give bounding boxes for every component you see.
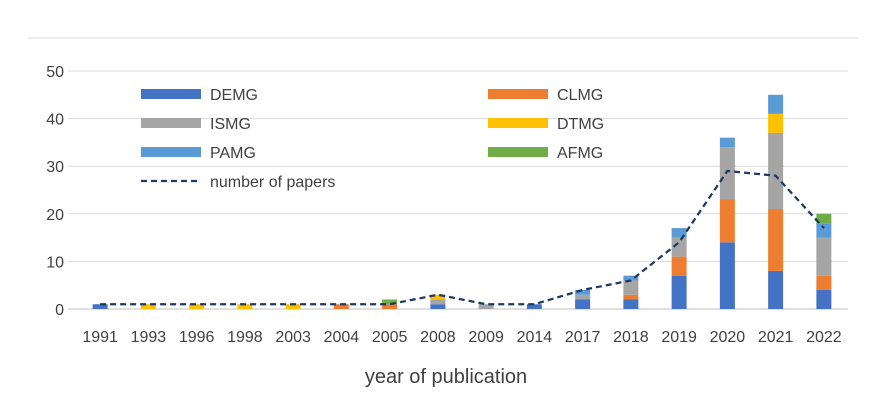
- x-tick-label: 2019: [661, 329, 697, 346]
- y-tick-label: 50: [46, 64, 64, 81]
- legend-label-clmg: CLMG: [557, 87, 603, 104]
- legend-label-afmg: AFMG: [557, 145, 603, 162]
- y-tick-label: 30: [46, 159, 64, 176]
- legend-swatch-clmg: [488, 89, 548, 99]
- bar-segment-dtmg-1996: [189, 304, 205, 309]
- bar-segment-pamg-2019: [671, 228, 687, 238]
- bar-segment-dtmg-1993: [140, 304, 156, 309]
- bar-segment-dtmg-2008: [430, 294, 446, 300]
- x-tick-label: 1996: [179, 329, 215, 346]
- x-tick-label: 1998: [227, 329, 263, 346]
- x-axis-title: year of publication: [365, 366, 527, 388]
- bar-segment-demg-2017: [575, 299, 591, 309]
- x-tick-label: 2003: [275, 329, 311, 346]
- bar-segment-dtmg-1998: [237, 304, 253, 309]
- x-tick-label: 2008: [420, 329, 456, 346]
- x-tick-label: 2005: [372, 329, 408, 346]
- bar-segment-clmg-2019: [671, 256, 687, 276]
- bar-segment-ismg-2021: [768, 132, 784, 210]
- bar-segment-ismg-2017: [575, 294, 591, 300]
- legend-label-pamg: PAMG: [210, 145, 256, 162]
- bar-segment-pamg-2021: [768, 94, 784, 114]
- x-tick-label: 1993: [131, 329, 167, 346]
- bars: [92, 94, 832, 309]
- bar-segment-clmg-2021: [768, 209, 784, 271]
- x-tick-label: 2020: [710, 329, 746, 346]
- bar-segment-pamg-2020: [719, 137, 735, 148]
- number-of-papers-line: [100, 169, 825, 306]
- legend-label-dtmg: DTMG: [557, 116, 604, 133]
- bar-segment-demg-2014: [526, 304, 542, 309]
- bar-segment-ismg-2019: [671, 237, 687, 257]
- bar-segment-clmg-2004: [333, 304, 349, 309]
- bar-segment-ismg-2009: [478, 304, 494, 309]
- bar-segment-dtmg-2021: [768, 113, 784, 133]
- bar-segment-demg-2022: [816, 289, 832, 309]
- x-tick-label: 2018: [613, 329, 649, 346]
- legend-swatch-pamg: [141, 147, 201, 157]
- bar-segment-clmg-2005: [382, 304, 398, 309]
- bar-segment-demg-2008: [430, 304, 446, 309]
- x-tick-label: 1991: [82, 329, 118, 346]
- bar-segment-afmg-2005: [382, 299, 398, 305]
- bar-segment-pamg-2022: [816, 223, 832, 238]
- y-tick-label: 10: [46, 254, 64, 271]
- bar-segment-demg-1991: [92, 304, 108, 309]
- legend-label-number-of-papers: number of papers: [210, 174, 335, 191]
- bar-segment-ismg-2018: [623, 280, 639, 295]
- legend-swatch-ismg: [141, 118, 201, 128]
- bar-segment-demg-2020: [719, 242, 735, 309]
- x-axis-ticks: 1991 1993 1996 1998 2003 2004 2005 2008 2009 2014…: [82, 329, 841, 346]
- bar-segment-clmg-2018: [623, 294, 639, 300]
- y-tick-label: 0: [55, 302, 64, 319]
- legend-label-demg: DEMG: [210, 87, 258, 104]
- x-tick-label: 2021: [758, 329, 794, 346]
- x-tick-label: 2017: [565, 329, 601, 346]
- x-tick-label: 2014: [517, 329, 553, 346]
- bar-segment-clmg-2022: [816, 275, 832, 290]
- bar-segment-afmg-2022: [816, 213, 832, 224]
- bar-segment-pamg-2018: [623, 275, 639, 281]
- bar-segment-dtmg-2003: [285, 304, 301, 309]
- legend-swatch-afmg: [488, 147, 548, 157]
- total-line: [100, 169, 825, 306]
- bar-segment-demg-2019: [671, 275, 687, 309]
- bar-segment-ismg-2020: [719, 147, 735, 200]
- legend: DEMG CLMG ISMG DTMG PAMG AFMG number of papers: [141, 87, 604, 191]
- bar-segment-ismg-2008: [430, 299, 446, 305]
- bar-segment-clmg-2020: [719, 199, 735, 243]
- legend-swatch-demg: [141, 89, 201, 99]
- y-axis-ticks: 0 10 20 30 40 50: [46, 64, 64, 319]
- x-tick-label: 2004: [324, 329, 360, 346]
- bar-segment-demg-2021: [768, 270, 784, 309]
- bar-segment-demg-2018: [623, 299, 639, 309]
- x-tick-label: 2022: [806, 329, 842, 346]
- legend-swatch-dtmg: [488, 118, 548, 128]
- y-tick-label: 40: [46, 112, 64, 129]
- bar-segment-pamg-2017: [575, 289, 591, 295]
- y-tick-label: 20: [46, 207, 64, 224]
- x-tick-label: 2009: [468, 329, 504, 346]
- legend-label-ismg: ISMG: [210, 116, 251, 133]
- bar-segment-ismg-2022: [816, 237, 832, 276]
